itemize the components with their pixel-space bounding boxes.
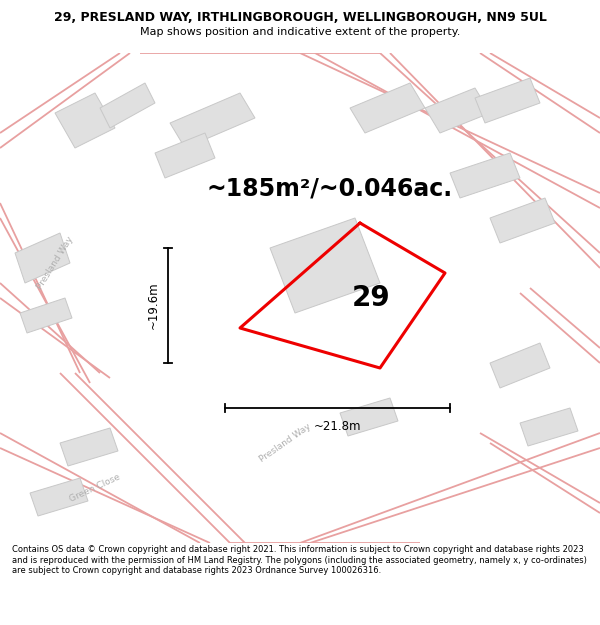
Polygon shape (155, 133, 215, 178)
Text: ~21.8m: ~21.8m (314, 420, 361, 433)
Polygon shape (270, 218, 380, 313)
Polygon shape (490, 343, 550, 388)
Polygon shape (20, 298, 72, 333)
Text: ~19.6m: ~19.6m (147, 282, 160, 329)
Text: ~185m²/~0.046ac.: ~185m²/~0.046ac. (207, 176, 453, 200)
Polygon shape (475, 78, 540, 123)
Text: Green Close: Green Close (68, 472, 122, 504)
Polygon shape (340, 398, 398, 436)
Polygon shape (15, 233, 70, 283)
Polygon shape (170, 93, 255, 148)
Polygon shape (60, 428, 118, 466)
Polygon shape (520, 408, 578, 446)
Polygon shape (100, 83, 155, 128)
Polygon shape (350, 83, 425, 133)
Polygon shape (425, 88, 490, 133)
Text: 29, PRESLAND WAY, IRTHLINGBOROUGH, WELLINGBOROUGH, NN9 5UL: 29, PRESLAND WAY, IRTHLINGBOROUGH, WELLI… (53, 11, 547, 24)
Polygon shape (55, 93, 115, 148)
Text: 29: 29 (352, 284, 391, 312)
Text: Presland Way: Presland Way (35, 235, 75, 291)
Polygon shape (490, 198, 555, 243)
Text: Presland Way: Presland Way (257, 422, 313, 464)
Polygon shape (450, 153, 520, 198)
Text: Contains OS data © Crown copyright and database right 2021. This information is : Contains OS data © Crown copyright and d… (12, 546, 587, 575)
Text: Map shows position and indicative extent of the property.: Map shows position and indicative extent… (140, 27, 460, 37)
Polygon shape (30, 478, 88, 516)
